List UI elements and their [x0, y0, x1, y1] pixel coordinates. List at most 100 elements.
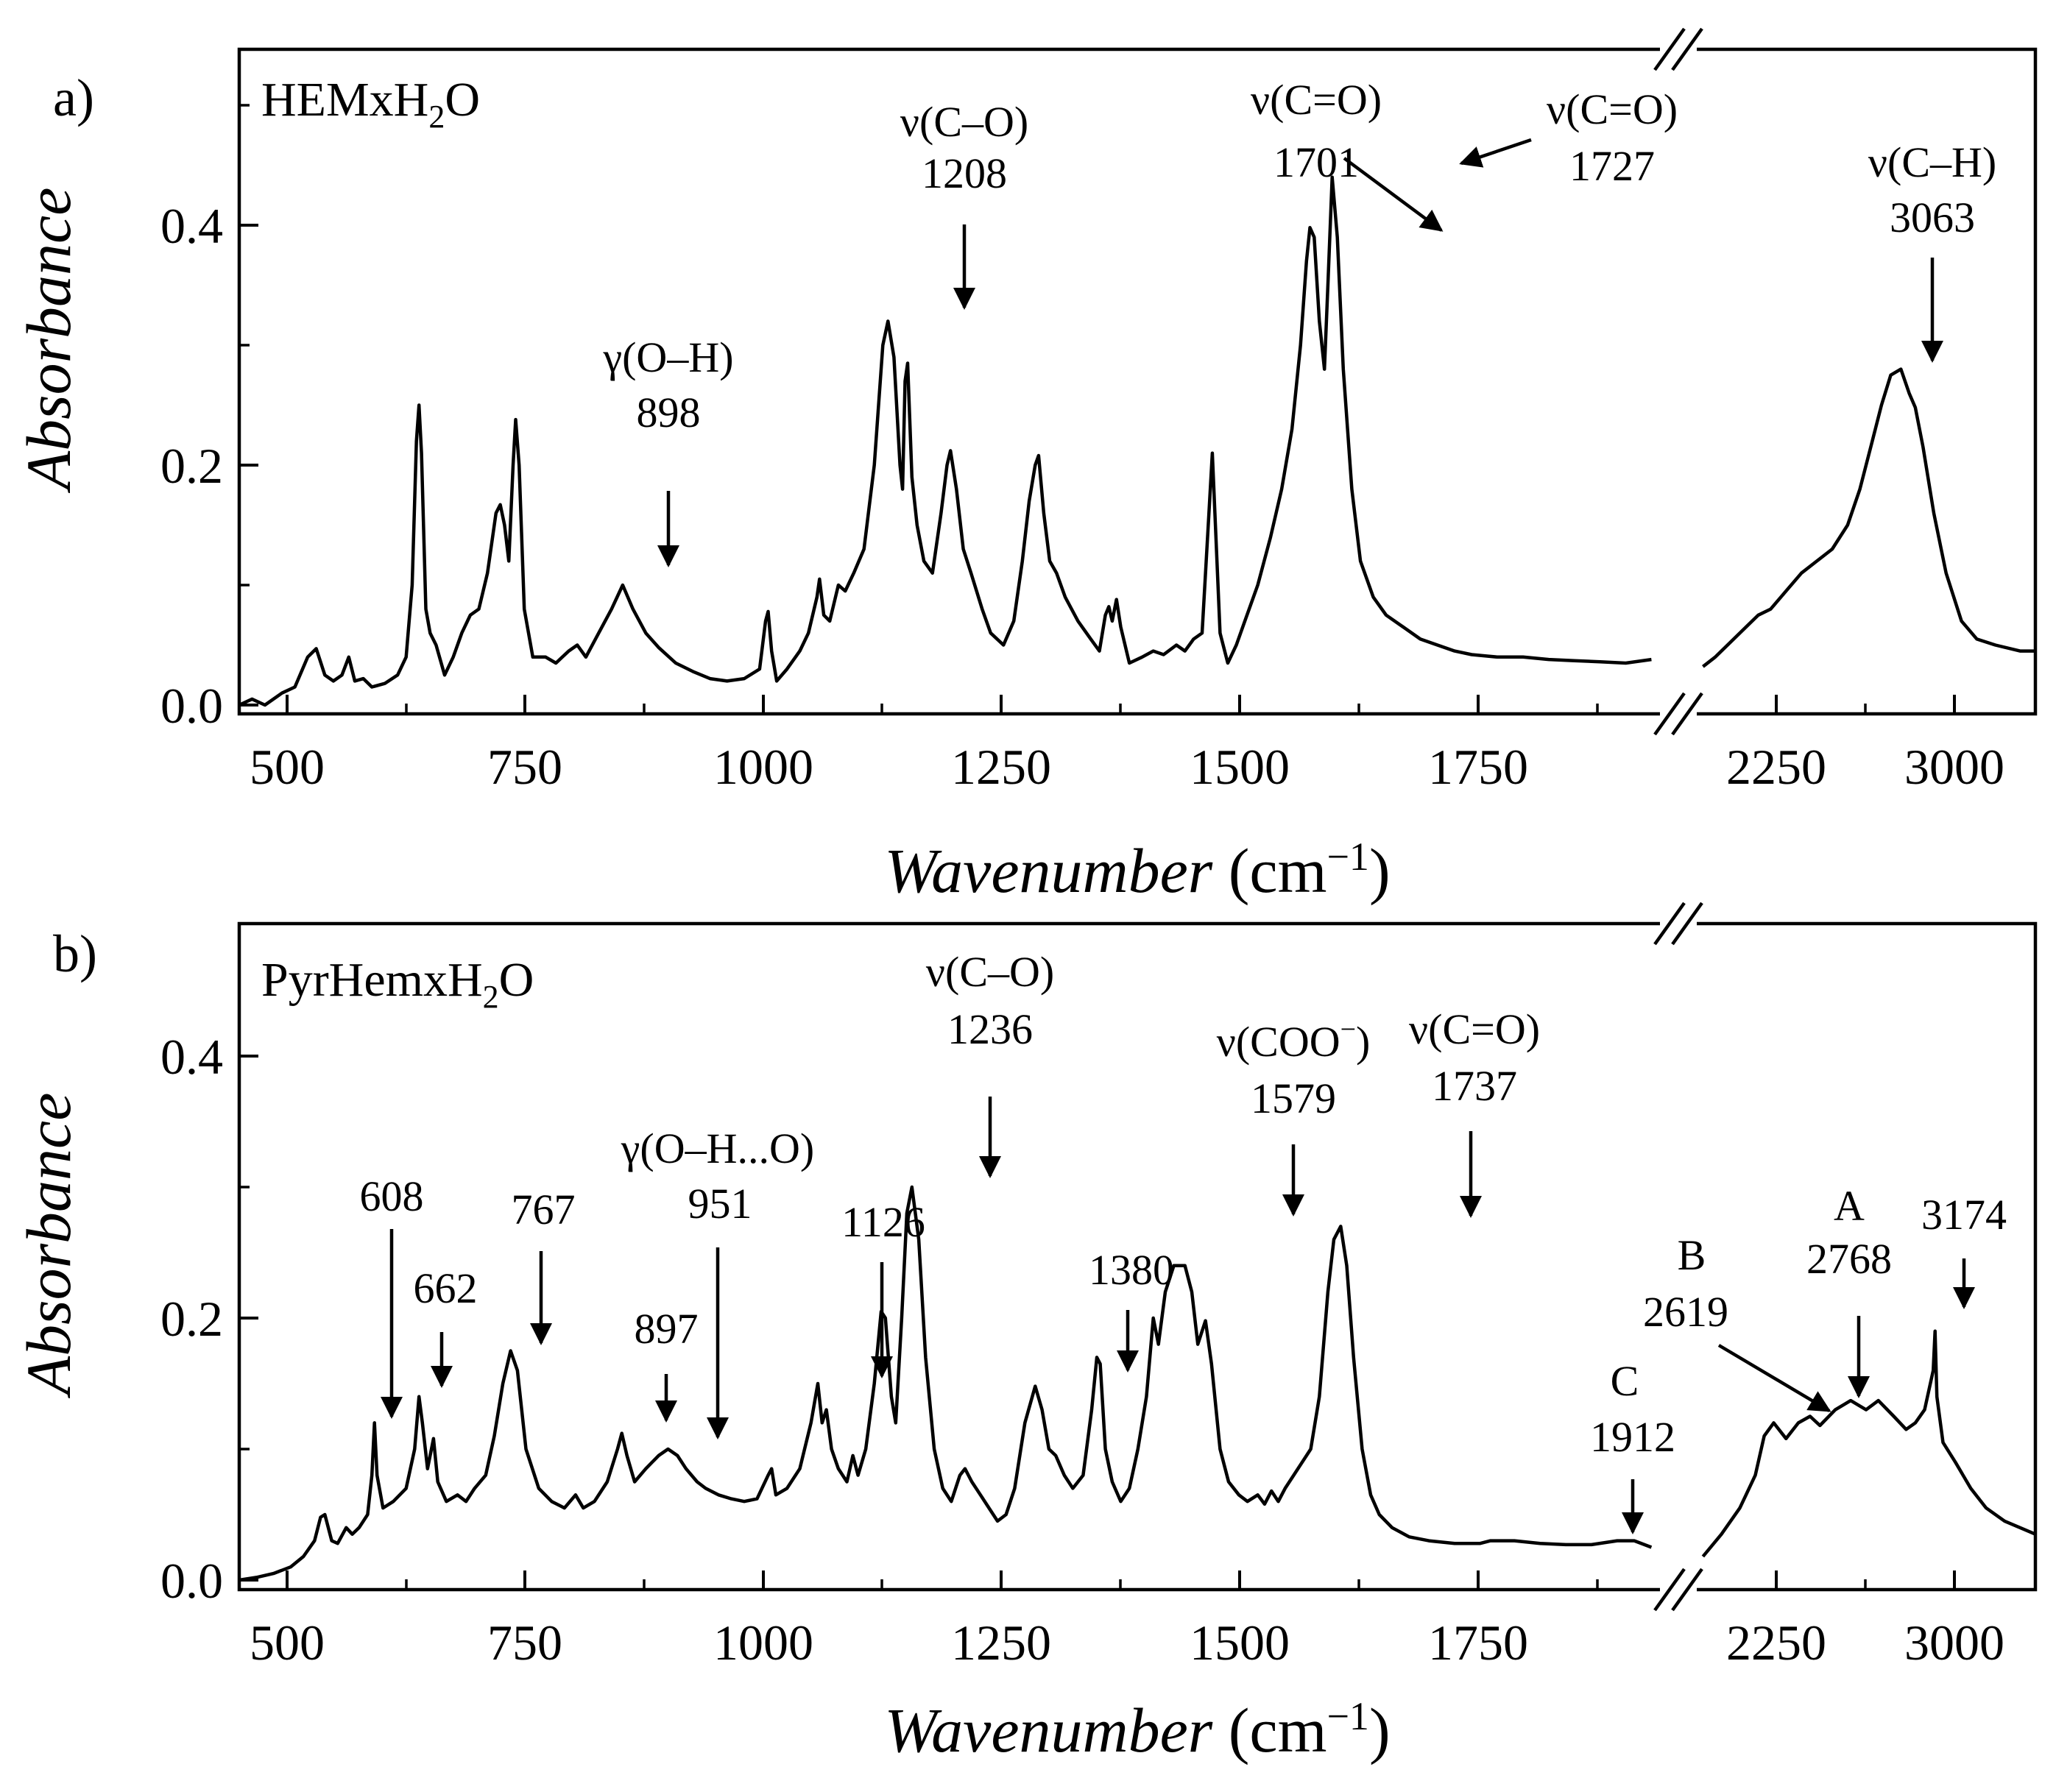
panel-title-subscript: 2 [483, 979, 499, 1015]
x-axis-label-space [1212, 835, 1229, 906]
peak-wavenumber-label: 767 [512, 1186, 576, 1233]
axis-break-mark-top [1653, 27, 1686, 71]
peak-wavenumber-label: 1727 [1569, 142, 1655, 190]
x-tick-label: 750 [487, 1615, 562, 1671]
x-tick-label: 1250 [951, 739, 1051, 795]
x-tick-label: 1750 [1428, 1615, 1528, 1671]
spectrum-line-segment-1 [239, 1185, 1653, 1582]
peak-wavenumber-label: 2768 [1806, 1235, 1892, 1283]
peak-arrow [1717, 1344, 1831, 1412]
x-tick-label: 1000 [713, 739, 813, 795]
x-axis-label-exponent: −1 [1326, 835, 1368, 879]
peak-assignment-label: A [1834, 1182, 1865, 1230]
peak-arrow [1459, 138, 1532, 168]
x-axis-label-close: ) [1369, 835, 1391, 906]
panel-title-main: PyrHemxH [261, 953, 483, 1007]
y-tick-label: 0.2 [160, 438, 223, 494]
panel-label: a) [53, 68, 94, 127]
spectrum-line-segment-2 [1702, 367, 2035, 668]
peak-assignment-label: ν(C–O) [926, 948, 1054, 996]
peak-wavenumber-label: 1236 [947, 1005, 1033, 1053]
panel-title: PyrHemxH2O [261, 953, 534, 1015]
spectrum-line-segment-1 [239, 175, 1652, 707]
x-axis-label-name: Wavenumber [884, 835, 1212, 906]
x-axis-label-name: Wavenumber [884, 1695, 1212, 1766]
axis-break-mark-top [1653, 902, 1686, 946]
peak-wavenumber-label: 897 [635, 1305, 699, 1353]
x-tick-label: 1250 [951, 1615, 1051, 1671]
peak-assignment-label-superscript: − [1340, 1014, 1356, 1045]
peak-wavenumber-label: 3174 [1921, 1191, 2007, 1239]
axis-break-gap-bottom [1660, 706, 1697, 721]
peak-arrow [1343, 157, 1444, 232]
y-tick-label: 0.0 [160, 678, 223, 734]
peak-wavenumber-label: 608 [360, 1172, 424, 1220]
x-tick-label: 3000 [1904, 739, 2004, 795]
panel-title-subscript: 2 [428, 99, 445, 135]
axis-break-mark-bottom [1671, 1568, 1703, 1612]
x-axis-label-exponent: −1 [1326, 1694, 1368, 1738]
axis-break-mark-top [1671, 27, 1703, 71]
peak-wavenumber-label: 951 [688, 1180, 752, 1228]
peak-assignment-label: ν(COO−) [1217, 1014, 1371, 1066]
peak-assignment-label: ν(C=O) [1409, 1005, 1540, 1053]
peak-wavenumber-label: 662 [414, 1264, 478, 1312]
x-tick-label: 750 [487, 739, 562, 795]
panel-a: 500 750 1000 1250 1500 1750 2250 3000 0.0 0.2 0.4 a… [13, 27, 2038, 906]
peak-assignment-label: C [1611, 1357, 1639, 1405]
plot-frame [237, 47, 2038, 716]
peak-wavenumber-label: 1579 [1251, 1074, 1336, 1122]
peak-assignment-label: B [1678, 1231, 1706, 1279]
y-axis-label: Absorbance [13, 1093, 84, 1399]
x-axis-label-space [1212, 1695, 1229, 1766]
peak-assignment-label-close: ) [1356, 1018, 1370, 1066]
peak-wavenumber-label: 1912 [1590, 1413, 1675, 1461]
axis-break-gap-bottom [1660, 1582, 1697, 1597]
peak-assignment-label: ν(C=O) [1547, 85, 1678, 133]
x-axis-label-unit: (cm [1229, 835, 1327, 906]
x-tick-label: 2250 [1726, 1615, 1826, 1671]
x-axis-label-close: ) [1369, 1695, 1391, 1766]
axis-break-mark-bottom [1653, 1568, 1686, 1612]
x-axis-label-unit: (cm [1229, 1695, 1327, 1766]
axis-break-gap-top [1660, 916, 1697, 931]
x-tick-label: 500 [250, 1615, 325, 1671]
peak-wavenumber-label: 1737 [1432, 1062, 1517, 1110]
x-axis-label: Wavenumber (cm−1) [884, 835, 1390, 906]
x-tick-label: 1750 [1428, 739, 1528, 795]
x-tick-label: 1000 [713, 1615, 813, 1671]
peak-wavenumber-label: 1701 [1273, 138, 1359, 186]
panel-title: HEMxH2O [261, 73, 480, 135]
peak-wavenumber-label: 1380 [1089, 1246, 1174, 1294]
peak-assignment-label: γ(O–H) [602, 333, 733, 381]
panel-title-tail: O [499, 953, 534, 1007]
x-tick-label: 1500 [1190, 1615, 1290, 1671]
peak-assignment-label: ν(C–H) [1868, 138, 1996, 186]
x-axis-label: Wavenumber (cm−1) [884, 1694, 1390, 1766]
x-tick-label: 2250 [1726, 739, 1826, 795]
peak-assignment-label: ν(C=O) [1251, 76, 1382, 124]
y-tick-label: 0.4 [160, 198, 223, 254]
peak-wavenumber-label: 1126 [841, 1198, 925, 1246]
peak-wavenumber-label: 1208 [922, 149, 1007, 197]
peak-assignment-label: γ(O–H...O) [621, 1125, 814, 1172]
axis-break-mark-bottom [1671, 692, 1703, 736]
spectrum-line-segment-2 [1701, 1329, 2036, 1558]
y-tick-label: 0.4 [160, 1029, 223, 1085]
y-tick-label: 0.0 [160, 1553, 223, 1609]
panel-label: b) [53, 924, 97, 983]
y-axis-label: Absorbance [13, 188, 84, 494]
x-tick-label: 3000 [1904, 1615, 2004, 1671]
y-tick-label: 0.2 [160, 1291, 223, 1347]
axis-break-mark-bottom [1653, 692, 1686, 736]
peak-assignment-label: ν(C–O) [900, 98, 1028, 146]
plot-frame [237, 921, 2038, 1592]
peak-wavenumber-label: 3063 [1890, 194, 1975, 241]
x-tick-label: 500 [250, 739, 325, 795]
x-tick-label: 1500 [1190, 739, 1290, 795]
axis-break-mark-top [1671, 902, 1703, 946]
panel-b: 500 750 1000 1250 1500 1750 2250 3000 0.0 0.2 0.4 b… [13, 902, 2038, 1766]
panel-title-main: HEMxH [261, 73, 428, 127]
panel-title-tail: O [445, 73, 480, 127]
